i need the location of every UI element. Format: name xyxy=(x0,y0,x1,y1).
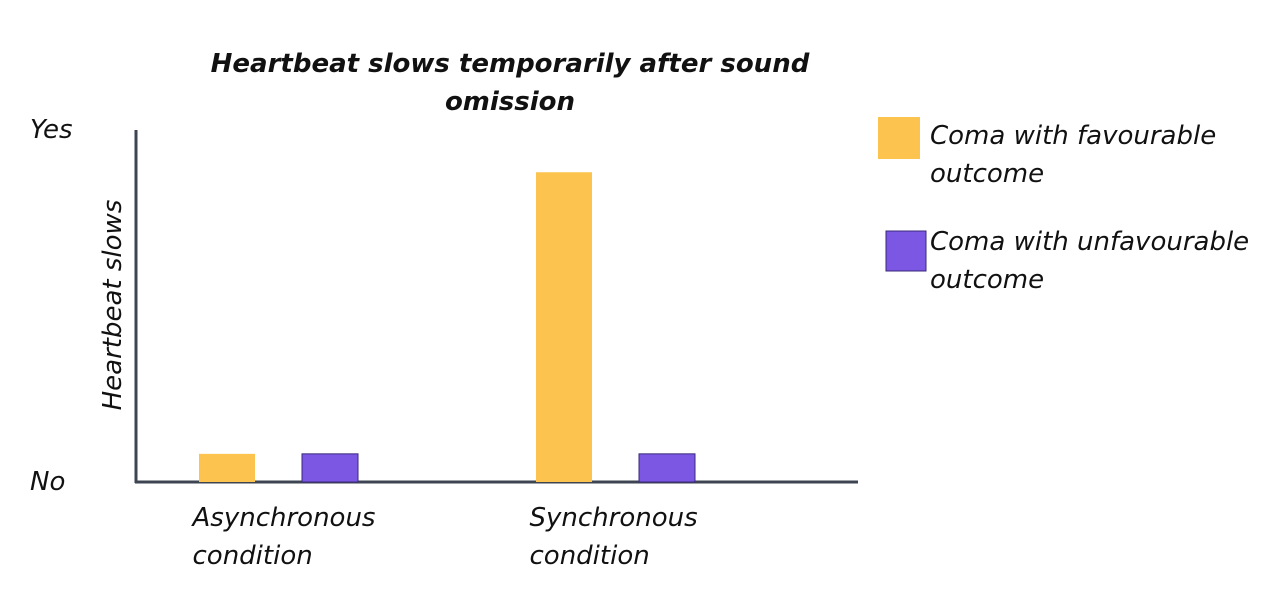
x-tick-label: Asynchronous condition xyxy=(192,503,376,571)
y-tick-label: No xyxy=(30,467,66,497)
legend-swatch xyxy=(878,117,920,159)
x-tick-label: Synchronous condition xyxy=(529,503,698,571)
chart-title: Heartbeat slows temporarily after sound … xyxy=(210,49,810,117)
legend-label: Coma with favourable outcome xyxy=(930,121,1217,189)
bar xyxy=(536,172,592,483)
y-tick-label: Yes xyxy=(30,115,73,145)
bar xyxy=(301,453,359,483)
y-axis-label: Heartbeat slows xyxy=(98,199,128,411)
legend-label: Coma with unfavourable outcome xyxy=(930,227,1250,295)
bar xyxy=(638,453,696,483)
legend-swatch xyxy=(885,230,927,272)
bar xyxy=(199,453,255,482)
